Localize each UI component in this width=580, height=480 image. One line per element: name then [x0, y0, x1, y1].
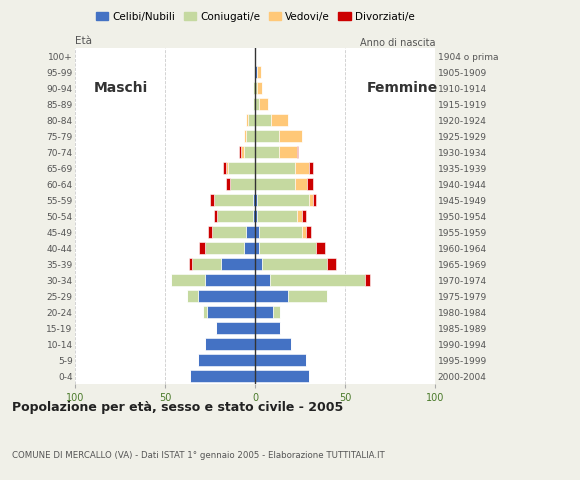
- Bar: [255, 338, 291, 350]
- Bar: [262, 258, 327, 270]
- Bar: [278, 130, 302, 142]
- Bar: [218, 210, 253, 222]
- Bar: [171, 274, 205, 286]
- Bar: [246, 130, 255, 142]
- Bar: [212, 226, 246, 238]
- Text: COMUNE DI MERCALLO (VA) - Dati ISTAT 1° gennaio 2005 - Elaborazione TUTTITALIA.I: COMUNE DI MERCALLO (VA) - Dati ISTAT 1° …: [12, 451, 385, 460]
- Bar: [205, 242, 244, 254]
- Bar: [255, 98, 259, 110]
- Bar: [198, 290, 255, 302]
- Bar: [214, 194, 253, 206]
- Bar: [255, 178, 295, 190]
- Bar: [257, 194, 309, 206]
- Bar: [255, 306, 273, 318]
- Bar: [313, 194, 316, 206]
- Bar: [255, 258, 262, 270]
- Text: Età: Età: [75, 36, 92, 46]
- Bar: [295, 162, 309, 174]
- Bar: [203, 306, 206, 318]
- Bar: [255, 354, 306, 366]
- Bar: [244, 242, 255, 254]
- Bar: [214, 210, 218, 222]
- Bar: [255, 226, 259, 238]
- Bar: [255, 194, 257, 206]
- Text: Anno di nascita: Anno di nascita: [360, 38, 435, 48]
- Bar: [205, 338, 255, 350]
- Bar: [255, 290, 288, 302]
- Bar: [259, 226, 302, 238]
- Bar: [255, 82, 257, 94]
- Bar: [255, 162, 295, 174]
- Bar: [302, 210, 306, 222]
- Bar: [253, 98, 255, 110]
- Bar: [255, 322, 280, 334]
- Bar: [257, 66, 260, 78]
- Bar: [288, 290, 327, 302]
- Bar: [302, 226, 306, 238]
- Bar: [306, 226, 311, 238]
- Bar: [216, 322, 255, 334]
- Bar: [188, 258, 193, 270]
- Bar: [200, 242, 205, 254]
- Bar: [296, 210, 302, 222]
- Bar: [244, 146, 255, 158]
- Bar: [296, 146, 298, 158]
- Bar: [259, 242, 316, 254]
- Bar: [255, 370, 309, 382]
- Bar: [271, 114, 288, 126]
- Text: Femmine: Femmine: [367, 81, 438, 95]
- Bar: [205, 274, 255, 286]
- Bar: [253, 194, 255, 206]
- Bar: [253, 210, 255, 222]
- Bar: [365, 274, 370, 286]
- Bar: [257, 82, 262, 94]
- Text: Maschi: Maschi: [93, 81, 148, 95]
- Bar: [316, 242, 325, 254]
- Bar: [221, 258, 255, 270]
- Bar: [210, 194, 214, 206]
- Bar: [187, 290, 198, 302]
- Bar: [206, 306, 255, 318]
- Bar: [198, 354, 255, 366]
- Bar: [208, 226, 212, 238]
- Bar: [246, 226, 255, 238]
- Bar: [259, 98, 268, 110]
- Bar: [248, 114, 255, 126]
- Bar: [270, 274, 365, 286]
- Bar: [255, 130, 278, 142]
- Bar: [255, 242, 259, 254]
- Bar: [223, 162, 226, 174]
- Bar: [255, 114, 271, 126]
- Bar: [226, 162, 229, 174]
- Bar: [255, 66, 257, 78]
- Bar: [253, 82, 255, 94]
- Bar: [244, 130, 246, 142]
- Bar: [257, 210, 296, 222]
- Bar: [239, 146, 241, 158]
- Bar: [255, 274, 270, 286]
- Bar: [307, 178, 313, 190]
- Bar: [255, 146, 278, 158]
- Bar: [229, 162, 255, 174]
- Bar: [273, 306, 280, 318]
- Bar: [255, 210, 257, 222]
- Bar: [230, 178, 255, 190]
- Text: Popolazione per età, sesso e stato civile - 2005: Popolazione per età, sesso e stato civil…: [12, 401, 343, 414]
- Bar: [278, 146, 296, 158]
- Bar: [327, 258, 336, 270]
- Bar: [226, 178, 230, 190]
- Bar: [246, 114, 248, 126]
- Bar: [241, 146, 244, 158]
- Bar: [295, 178, 307, 190]
- Bar: [309, 162, 313, 174]
- Bar: [193, 258, 221, 270]
- Bar: [309, 194, 313, 206]
- Bar: [190, 370, 255, 382]
- Legend: Celibi/Nubili, Coniugati/e, Vedovi/e, Divorziati/e: Celibi/Nubili, Coniugati/e, Vedovi/e, Di…: [92, 8, 419, 26]
